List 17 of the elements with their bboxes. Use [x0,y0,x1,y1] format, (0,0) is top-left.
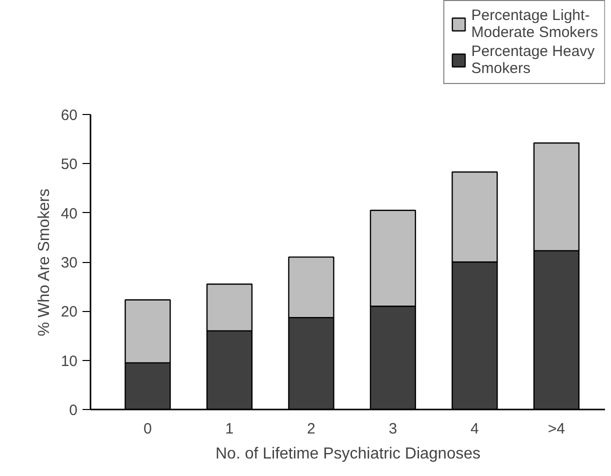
legend-label: Percentage Light-Moderate Smokers [471,7,598,41]
y-tick-label: 0 [69,402,78,419]
x-tick-label: 3 [388,420,398,438]
x-tick-label: 2 [307,420,316,438]
x-tick-label: 1 [225,420,234,438]
y-tick-label: 50 [60,156,78,174]
x-axis-title: No. of Lifetime Psychiatric Diagnoses [216,446,480,462]
y-axis-title: % Who Are Smokers [36,188,53,336]
y-tick-label: 20 [60,304,78,321]
y-tick-label: 40 [60,205,78,222]
y-tick-label: 60 [60,107,78,124]
x-tick-label: >4 [548,420,566,438]
legend-label: Percentage Heavy Smokers [471,43,595,77]
y-tick-label: 30 [60,254,78,272]
y-tick-label: 10 [60,352,78,370]
x-tick-label: 0 [144,420,152,438]
x-tick-label: 4 [470,420,479,438]
